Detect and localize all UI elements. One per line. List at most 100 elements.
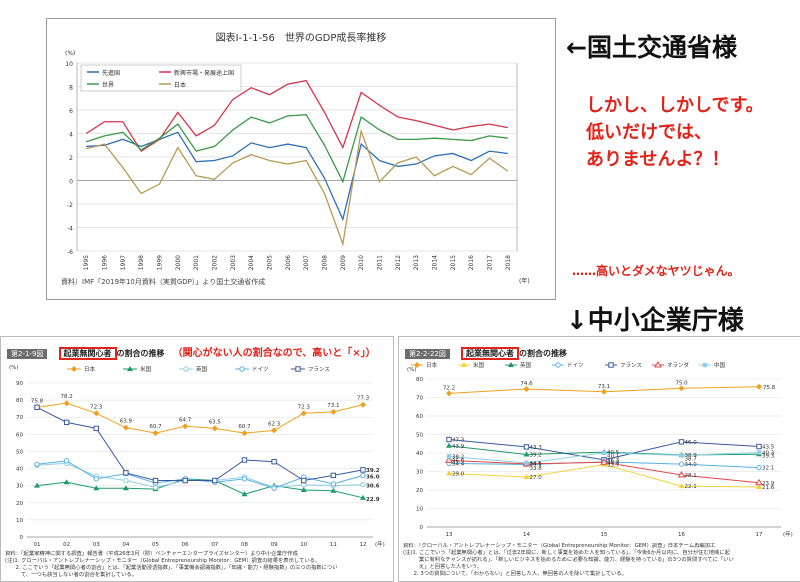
data-point: [34, 482, 40, 488]
data-point: [122, 424, 129, 431]
data-point: [301, 477, 307, 484]
arrow-top-label: ←国土交通省様: [566, 33, 737, 62]
red-small-note: ……高いとダメなヤツじゃん。: [572, 264, 740, 278]
data-point: [211, 425, 218, 432]
source-line: 2. 3つの質問について、「わからない」と回答した人、無回答の人を除いて集計して…: [403, 571, 627, 577]
data-label: 73.1: [598, 384, 610, 390]
y-tick-label: 4: [69, 132, 73, 139]
legend-label: 世界: [102, 81, 114, 89]
x-tick-label: 17: [756, 532, 763, 538]
x-tick-label: 2002: [212, 255, 219, 270]
y-tick-label: 0: [69, 179, 73, 186]
x-tick-label: 07: [211, 542, 218, 548]
red-message-line: しかし、しかしです。: [586, 95, 764, 116]
data-label: 73.1: [327, 403, 339, 409]
y-tick-label: 10: [65, 61, 73, 68]
data-point: [330, 487, 337, 493]
x-tick-label: 2006: [285, 255, 292, 270]
data-point: [756, 464, 762, 471]
legend-label: フランス: [308, 366, 330, 373]
data-label: 23.9: [762, 481, 775, 487]
data-point: [523, 474, 530, 480]
right-chart-header: 第2-2-22図 起業無関心者 の割合の推移: [405, 341, 567, 360]
data-label: 47.3: [452, 437, 465, 443]
y-tick-label: 40: [416, 451, 423, 457]
red-message-line: 低いだけでは、: [586, 122, 712, 143]
x-tick-label: 05: [152, 542, 159, 548]
y-axis-label: (%): [65, 50, 75, 57]
y-tick-label: 8: [69, 85, 73, 92]
gdp-chart-source: 資料）IMF「2019年10月資料（実質GDP）」より国土交通省作成: [61, 278, 266, 286]
data-label: 60.7: [149, 424, 162, 430]
data-point: [212, 477, 218, 484]
series-line-0: [36, 402, 364, 434]
data-label: 60.7: [238, 424, 251, 430]
legend-label: 新興市場・発展途上国: [174, 69, 234, 77]
legend-label: 先進国: [102, 69, 120, 77]
data-point: [271, 459, 277, 465]
data-label: 39.2: [530, 452, 542, 458]
data-label: 43.3: [530, 445, 543, 451]
data-label: 77.3: [357, 396, 370, 402]
right-fig-number: 第2-2-22図: [405, 349, 450, 359]
legend-marker: [555, 362, 561, 368]
x-tick-label: 2008: [322, 255, 329, 270]
data-point: [446, 436, 452, 443]
x-tick-label: 03: [93, 542, 100, 548]
data-label: 75.0: [675, 380, 688, 386]
data-point: [241, 476, 248, 482]
y-tick-label: 90: [16, 381, 23, 387]
x-tick-label: 2005: [267, 255, 274, 270]
legend-label: 日本: [84, 365, 96, 373]
series-line-3: [86, 128, 509, 247]
x-tick-label: 2007: [303, 255, 310, 270]
left-fig-number: 第2-1-9図: [7, 349, 48, 359]
gdp-chart-title: 図表Ⅰ-1-1-56 世界のGDP成長率推移: [215, 33, 387, 44]
red-message: しかし、しかしです。 低いだけでは、 ありませんよ？！: [586, 92, 764, 173]
data-point: [678, 385, 685, 392]
x-tick-label: 2017: [487, 255, 494, 270]
source-line: (注)1. グローバル・アントレプレナーシップ・モニター（Global Entr…: [5, 558, 321, 564]
series-line-1: [85, 79, 508, 153]
data-label: 34.4: [452, 461, 465, 467]
data-point: [523, 385, 530, 392]
y-tick-label: 60: [416, 414, 423, 420]
left-chart: 90 80 70 60 50 40 30 20 10 0 (%) 01 02 03 04 05 06 07 08 09…: [9, 365, 385, 548]
x-tick-label: 2015: [450, 255, 457, 270]
data-point: [34, 404, 40, 410]
data-point: [123, 477, 129, 484]
data-point: [300, 410, 307, 417]
data-point: [360, 494, 366, 500]
y-tick-label: 6: [69, 108, 73, 115]
data-point: [152, 477, 159, 484]
x-tick-label: 2004: [248, 255, 255, 270]
x-tick-label: 16: [678, 532, 685, 538]
data-label: 78.2: [61, 394, 73, 400]
data-point: [34, 461, 40, 467]
data-label: 36.3: [607, 458, 620, 464]
data-point: [524, 460, 529, 466]
gdp-chart: 10 8 6 4 2 0 -2 -4 -6 (%) 1995 1996 1997 1998 1999 2000…: [65, 50, 530, 285]
y-tick-label: 20: [16, 501, 23, 507]
data-label: 28.1: [685, 473, 697, 479]
data-label: 72.3: [90, 404, 103, 410]
x-tick-label: 10: [300, 542, 307, 548]
x-tick-label: 2001: [193, 255, 200, 270]
x-tick-label: 2018: [505, 255, 512, 270]
data-point: [360, 467, 366, 473]
left-title-boxed: 起業無関心者: [58, 347, 117, 360]
x-axis-label: (年): [375, 540, 385, 548]
data-point: [756, 443, 762, 450]
data-label: 22.9: [366, 497, 380, 503]
x-tick-label: 13: [446, 532, 453, 538]
legend-marker: [608, 362, 614, 368]
data-label: 63.5: [209, 419, 222, 425]
data-label: 63.9: [120, 419, 133, 425]
data-point: [182, 423, 189, 430]
data-label: 21.6: [762, 485, 775, 491]
source-line: え」と回答した人をいう。: [403, 564, 483, 570]
x-tick-label: 1999: [157, 255, 164, 270]
data-point: [756, 484, 762, 490]
series-line-4: [36, 406, 364, 482]
gdp-chart-panel: 図表Ⅰ-1-1-56 世界のGDP成長率推移 10 8 6 4 2 0 -2 -4 -6 (%) 1…: [46, 18, 556, 300]
